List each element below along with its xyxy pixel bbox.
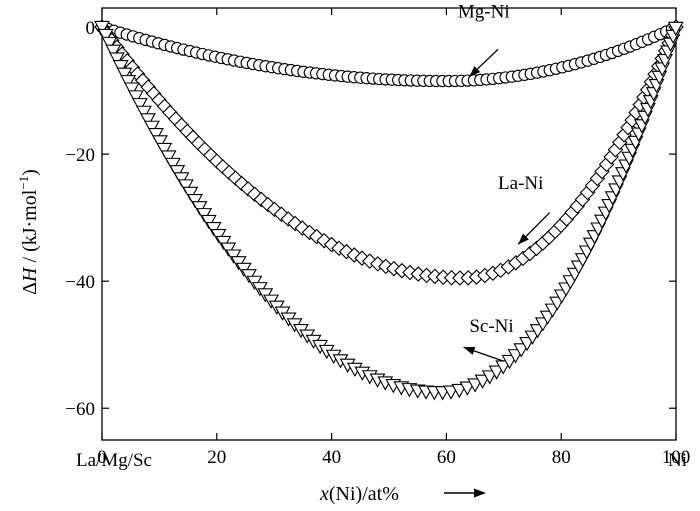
data-point-triangle bbox=[169, 165, 186, 180]
x-end-label-left: La/Mg/Sc bbox=[76, 450, 152, 471]
data-point-triangle bbox=[667, 21, 684, 37]
y-tick-label: −40 bbox=[65, 272, 95, 293]
x-tick-label: 100 bbox=[662, 447, 691, 468]
x-tick-label: 0 bbox=[97, 447, 107, 468]
data-point-triangle bbox=[481, 370, 498, 385]
data-point-triangle bbox=[152, 135, 168, 150]
series-sc-ni bbox=[94, 20, 684, 401]
annotation-mg-ni: Mg-Ni bbox=[458, 2, 510, 78]
x-tick-label: 60 bbox=[437, 447, 456, 468]
data-point-triangle bbox=[156, 142, 173, 158]
data-point-triangle bbox=[488, 365, 505, 380]
data-point-triangle bbox=[116, 67, 133, 82]
data-point-triangle bbox=[205, 222, 222, 237]
data-point-triangle bbox=[105, 44, 122, 59]
data-point-triangle bbox=[123, 82, 140, 97]
y-axis-label: ΔH / (kJ·mol−1) bbox=[16, 169, 41, 295]
y-tick-label: −20 bbox=[65, 145, 95, 166]
annotation-la-ni: La-Ni bbox=[498, 173, 551, 245]
data-point-triangle bbox=[164, 157, 181, 173]
data-point-triangle bbox=[144, 120, 160, 135]
data-point-triangle bbox=[120, 75, 137, 90]
x-axis-label: x(Ni)/at% bbox=[319, 483, 486, 505]
data-point-triangle bbox=[135, 105, 152, 120]
data-point-triangle bbox=[160, 150, 177, 165]
data-point-diamond bbox=[338, 243, 355, 260]
x-tick-label: 20 bbox=[207, 447, 226, 468]
data-point-triangle bbox=[97, 28, 114, 44]
data-point-triangle bbox=[191, 201, 208, 216]
series-label: Mg-Ni bbox=[458, 2, 510, 23]
x-tick-label: 80 bbox=[552, 447, 571, 468]
data-point-triangle bbox=[173, 172, 190, 187]
x-end-label-right: Ni bbox=[668, 450, 687, 471]
data-point-triangle bbox=[177, 179, 194, 194]
data-point-triangle bbox=[200, 214, 217, 230]
annotation-sc-ni: Sc-Ni bbox=[463, 316, 514, 362]
annotation-layer: Mg-Ni La-Ni Sc-Ni bbox=[458, 2, 551, 362]
y-axis-label-exp: −1 bbox=[16, 176, 31, 190]
arrow-icon bbox=[468, 48, 499, 78]
x-axis-arrow-icon bbox=[444, 488, 486, 498]
x-axis-label-rest: (Ni)/at% bbox=[329, 483, 399, 505]
svg-text:x(Ni)/at%: x(Ni)/at% bbox=[319, 483, 399, 505]
svg-text:ΔH / (kJ·mol−1): ΔH / (kJ·mol−1) bbox=[16, 169, 41, 295]
data-point-triangle bbox=[127, 90, 144, 105]
data-point-triangle bbox=[148, 128, 164, 143]
data-point-triangle bbox=[187, 193, 203, 209]
x-tick-label: 40 bbox=[322, 447, 341, 468]
data-point-triangle bbox=[467, 378, 484, 393]
y-axis-label-close: ) bbox=[19, 169, 41, 176]
data-point-triangle bbox=[196, 208, 213, 223]
series-layer bbox=[94, 19, 684, 401]
y-tick-label: −60 bbox=[65, 399, 95, 420]
y-axis-ticks: 0 −20 −40 −60 bbox=[65, 18, 676, 420]
series-mg-ni bbox=[95, 20, 679, 88]
y-axis-label-delta: Δ bbox=[19, 282, 41, 295]
data-point-triangle bbox=[139, 113, 156, 128]
data-point-triangle bbox=[459, 381, 476, 396]
data-point-triangle bbox=[94, 20, 110, 36]
data-point-triangle bbox=[474, 374, 491, 389]
plot-area: 0 20 40 60 80 100 0 −20 −40 −60 Mg-Ni La-Ni Sc-Ni bbox=[65, 2, 690, 468]
data-point-triangle bbox=[108, 52, 125, 67]
data-point-triangle bbox=[131, 98, 148, 113]
arrow-icon bbox=[463, 346, 505, 362]
plot-frame bbox=[101, 7, 677, 441]
x-axis-ticks: 0 20 40 60 80 100 bbox=[97, 8, 690, 468]
data-point-triangle bbox=[101, 36, 118, 52]
y-axis-label-var: H bbox=[19, 266, 41, 283]
data-point-triangle bbox=[182, 186, 199, 201]
series-label: Sc-Ni bbox=[469, 316, 513, 337]
arrow-icon bbox=[517, 212, 551, 245]
data-point-triangle bbox=[220, 242, 237, 257]
data-point-triangle bbox=[112, 60, 129, 75]
y-axis-label-rest: / (kJ·mol bbox=[19, 189, 41, 267]
series-label: La-Ni bbox=[498, 173, 543, 194]
y-tick-label: 0 bbox=[86, 18, 96, 39]
x-axis-label-var: x bbox=[319, 483, 329, 505]
